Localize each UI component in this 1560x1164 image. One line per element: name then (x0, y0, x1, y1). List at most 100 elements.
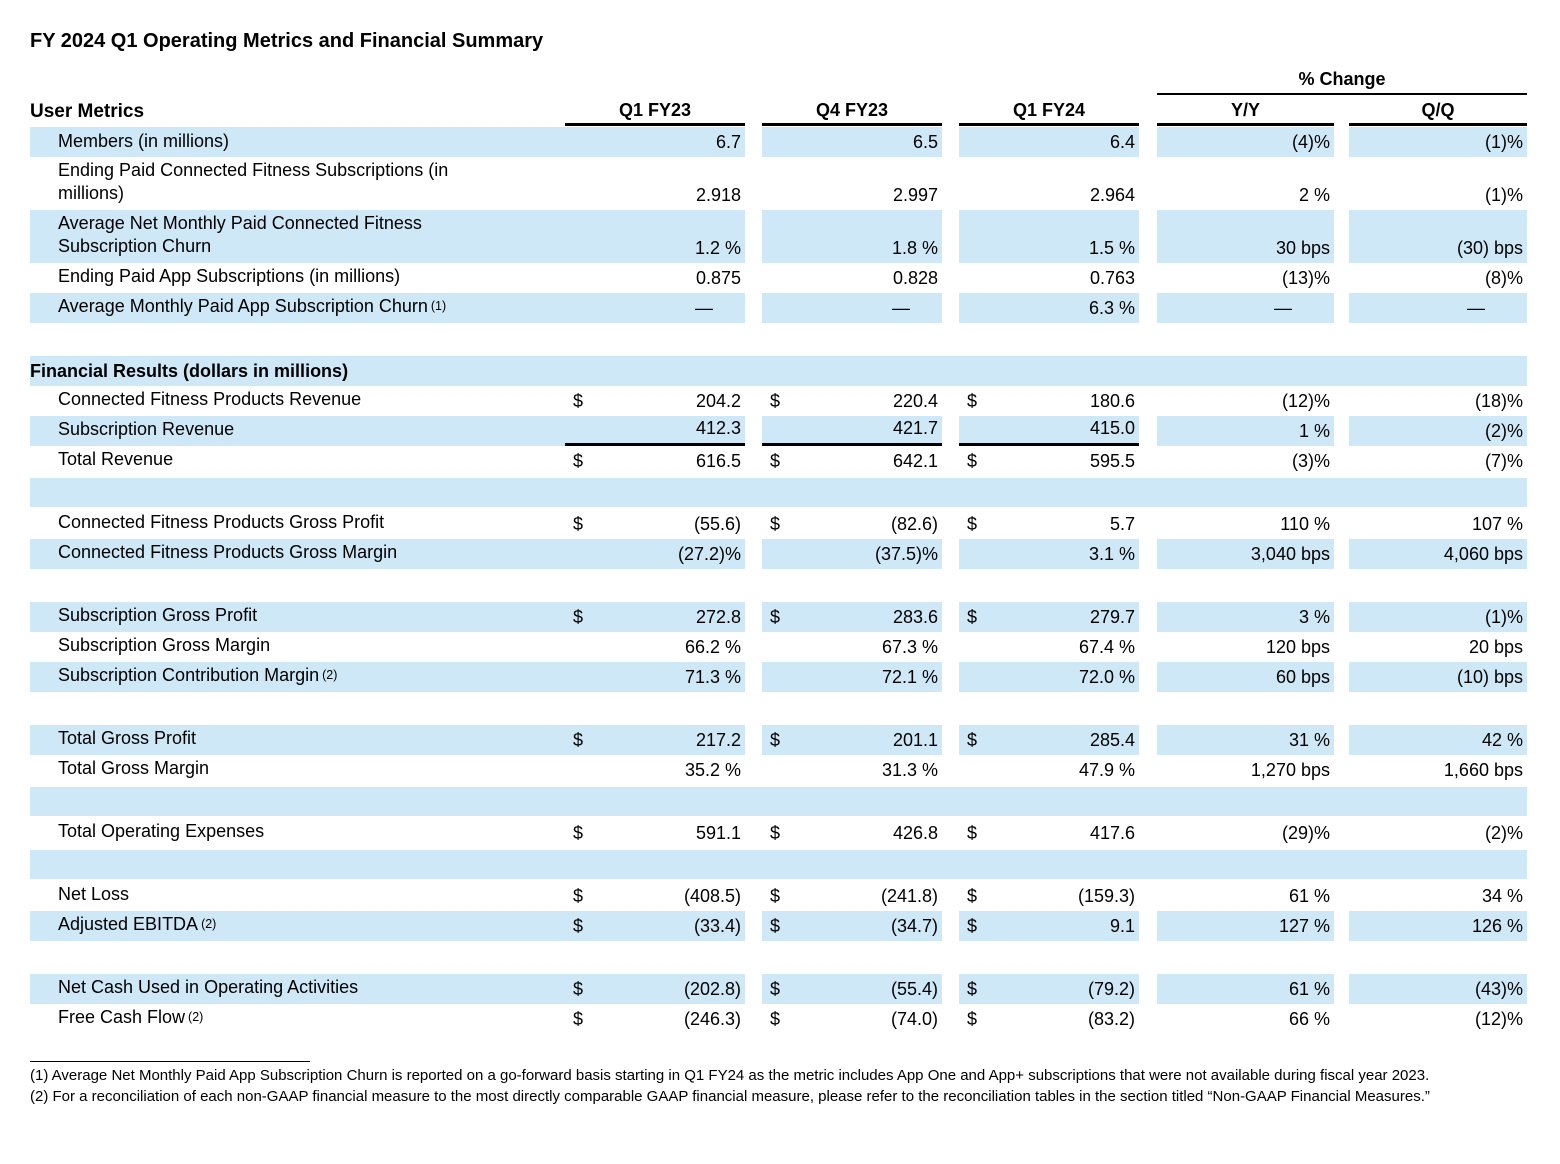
footnote-marker: (2) (201, 916, 217, 931)
row-label-text: Average Monthly Paid App Subscription Ch… (58, 296, 428, 317)
qq-change-cell: (12)% (1474, 1008, 1523, 1029)
value-text: 1.5 % (1088, 237, 1135, 258)
value-text: 2.918 (695, 184, 741, 205)
footnotes: (1) Average Net Monthly Paid App Subscri… (30, 1060, 1530, 1107)
value-text: (33.4) (693, 915, 741, 936)
qq-change-cell: 4,060 bps (1349, 538, 1527, 569)
currency-symbol: $ (770, 606, 781, 627)
table-row: Average Monthly Paid App Subscription Ch… (30, 292, 1527, 323)
value-cell: 412.3 (565, 415, 745, 446)
currency-symbol: $ (573, 729, 584, 750)
value-text: 426.8 (892, 822, 938, 843)
currency-symbol: $ (770, 885, 781, 906)
value-cell: $9.1 (959, 910, 1139, 941)
yy-change-cell: 61 % (1288, 885, 1330, 906)
row-label: Subscription Gross Profit (30, 601, 565, 632)
currency-symbol: $ (967, 915, 978, 936)
value-text: 6.5 (912, 132, 938, 152)
table-row: Total Revenue $616.5 $642.1 $595.5 (3)% (7)% (30, 446, 1527, 476)
row-label-text: Subscription Contribution Margin (58, 665, 320, 686)
table-row: Net Cash Used in Operating Activities $ (2… (30, 973, 1527, 1004)
value-text: 412.3 (695, 417, 741, 438)
page-title: FY 2024 Q1 Operating Metrics and Financi… (30, 30, 544, 52)
value-cell: — (762, 292, 942, 323)
value-cell: $279.7 (959, 601, 1139, 632)
value-text: 71.3 % (684, 666, 741, 687)
footnote-marker: (1) (430, 298, 447, 313)
value-cell: 47.9 % (959, 755, 1139, 785)
value-cell: $ (202.8) (565, 973, 745, 1004)
value-cell: $180.6 (959, 386, 1139, 416)
currency-symbol: $ (967, 606, 978, 627)
table-row: Total Gross Profit $217.2 $201.1 $285.4 31 %… (30, 724, 1527, 755)
value-cell: 35.2 % (565, 755, 745, 785)
value-cell: $ (79.2) (959, 973, 1139, 1004)
currency-symbol: $ (770, 1008, 781, 1029)
value-cell: 6.5 (762, 127, 942, 157)
table-row: Connected Fitness Products Revenue $204.2… (30, 386, 1527, 416)
spacer-row (30, 786, 1527, 816)
value-cell: $595.5 (959, 446, 1139, 476)
currency-symbol: $ (573, 885, 584, 906)
value-cell: $204.2 (565, 386, 745, 416)
table-row: Subscription Gross Profit $272.8 $283.6 $27… (30, 601, 1527, 632)
value-text: — (892, 297, 910, 318)
value-cell: $591.1 (565, 818, 745, 848)
value-text: 6.3 % (1088, 297, 1135, 318)
value-text: (83.2) (1087, 1008, 1135, 1029)
value-cell: 6.7 (565, 127, 745, 157)
value-text: (37.5)% (874, 543, 938, 564)
value-cell: $283.6 (762, 601, 942, 632)
value-text: 47.9 % (1078, 759, 1135, 780)
value-text: 9.1 (1109, 915, 1135, 936)
currency-symbol: $ (573, 1008, 584, 1029)
yy-change-cell: 120 bps (1265, 636, 1330, 657)
column-header-yy: Y/Y (1157, 100, 1334, 126)
value-text: 283.6 (892, 606, 938, 627)
row-label-text: Subscription Gross Profit (58, 605, 258, 626)
section-header-financial-results: Financial Results (dollars in millions) (30, 355, 1527, 386)
value-text: 591.1 (695, 822, 741, 843)
value-text: 0.828 (892, 267, 938, 288)
value-cell: $616.5 (565, 446, 745, 476)
value-cell: 0.875 (565, 263, 745, 293)
row-label-text: Subscription Gross Margin (58, 635, 271, 656)
spacer-row (30, 849, 1527, 879)
value-cell: 1.2 % (565, 209, 745, 263)
currency-symbol: $ (770, 978, 781, 999)
value-text: (27.2)% (677, 543, 741, 564)
value-text: 31.3 % (881, 759, 938, 780)
spacer-row (30, 477, 1527, 507)
table-row: Total Gross Margin 35.2 % 31.3 % 47.9 % 1,27… (30, 755, 1527, 785)
value-text: 285.4 (1089, 729, 1135, 750)
yy-change-cell: 30 bps (1157, 209, 1334, 263)
value-text: 66.2 % (684, 636, 741, 657)
table-row: Connected Fitness Products Gross Profit $… (30, 509, 1527, 539)
yy-change-cell: (12)% (1281, 390, 1330, 411)
qq-change-cell: 1,660 bps (1443, 759, 1523, 780)
qq-change-cell: (1)% (1349, 601, 1527, 632)
value-cell: $ (408.5) (565, 881, 745, 911)
row-label-text: Connected Fitness Products Revenue (58, 389, 362, 410)
footnote-marker: (2) (188, 1009, 204, 1024)
value-text: 415.0 (1089, 417, 1135, 438)
yy-change-cell: 60 bps (1157, 661, 1334, 692)
currency-symbol: $ (967, 822, 978, 843)
row-label: Net Loss (30, 881, 565, 911)
row-label: Total Gross Profit (30, 724, 565, 755)
value-cell: 2.997 (762, 157, 942, 210)
qq-change-cell: 107 % (1471, 513, 1523, 534)
value-text: (34.7) (890, 915, 938, 936)
table-row: Subscription Revenue 412.3 421.7 415.0 1 % (2… (30, 415, 1527, 446)
row-label: Average Net Monthly Paid Connected Fitne… (30, 209, 565, 263)
currency-symbol: $ (770, 822, 781, 843)
value-text: (159.3) (1077, 885, 1135, 906)
row-label-text: Total Gross Profit (58, 728, 197, 749)
row-label: Subscription Revenue (30, 415, 565, 446)
table-row: Total Operating Expenses $591.1 $426.8 $417… (30, 818, 1527, 848)
value-cell: $5.7 (959, 509, 1139, 539)
currency-symbol: $ (967, 885, 978, 906)
currency-symbol: $ (573, 915, 584, 936)
row-label: Ending Paid Connected Fitness Subscripti… (30, 157, 565, 210)
qq-change-cell: 34 % (1481, 885, 1523, 906)
